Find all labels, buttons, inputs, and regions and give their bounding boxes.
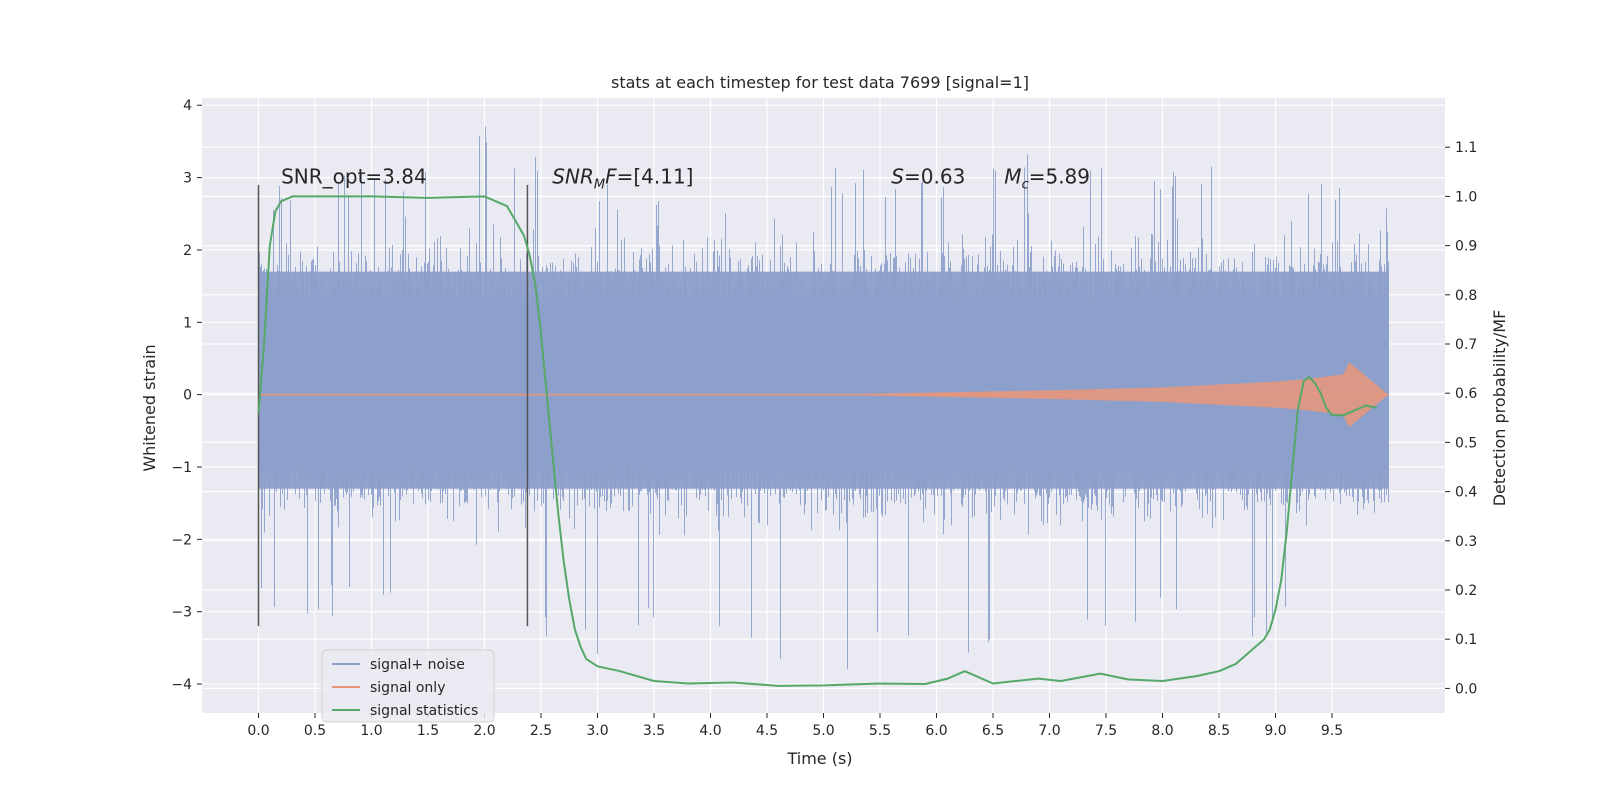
y-right-tick-label: 0.0 (1455, 681, 1477, 697)
x-tick-label: 4.5 (756, 723, 778, 739)
y-tick-label: 1 (183, 315, 192, 331)
x-tick-label: 6.0 (925, 723, 947, 739)
x-axis-label: Time (s) (786, 749, 852, 768)
x-tick-label: 9.5 (1321, 723, 1343, 739)
y-tick-label: −4 (171, 677, 192, 693)
y-axis-label-right: Detection probability/MF (1490, 310, 1509, 507)
chart-title: stats at each timestep for test data 769… (611, 73, 1029, 92)
legend-label: signal only (370, 680, 445, 696)
x-tick-label: 0.5 (304, 723, 326, 739)
series-signal-plus-noise (258, 126, 1389, 669)
y-right-tick-label: 1.1 (1455, 140, 1477, 156)
x-tick-label: 2.5 (530, 723, 552, 739)
legend-label: signal statistics (370, 703, 478, 719)
annotation: SNRMF=[4.11] (552, 165, 693, 193)
x-tick-label: 2.0 (473, 723, 495, 739)
x-tick-label: 8.0 (1151, 723, 1173, 739)
y-right-tick-label: 0.1 (1455, 632, 1477, 648)
y-right-tick-label: 0.3 (1455, 534, 1477, 550)
x-tick-label: 6.5 (982, 723, 1004, 739)
y-tick-label: −2 (171, 532, 192, 548)
legend-box (321, 649, 495, 723)
x-tick-label: 5.0 (812, 723, 834, 739)
y-right-tick-label: 0.9 (1455, 239, 1477, 255)
series-signal-only (258, 362, 1389, 427)
x-tick-label: 3.0 (586, 723, 608, 739)
y-tick-label: 0 (183, 388, 192, 404)
legend: signal+ noise signal only signal statistic… (321, 649, 495, 723)
annotations: SNR_opt=3.84 SNRMF=[4.11] S=0.63 Mc=5.89 (281, 165, 1090, 193)
y-tick-label: 4 (183, 98, 192, 114)
axis-ticks: 0.0 0.5 1.0 1.5 2.0 2.5 3.0 3.5 4.0 4.5 5.0 5.5 6.0 6… (171, 98, 1477, 739)
y-tick-label: −3 (171, 605, 192, 621)
x-tick-label: 1.5 (417, 723, 439, 739)
x-tick-label: 5.5 (869, 723, 891, 739)
legend-label: signal+ noise (370, 657, 465, 673)
x-tick-label: 0.0 (247, 723, 269, 739)
x-tick-label: 1.0 (360, 723, 382, 739)
y-right-tick-label: 0.5 (1455, 435, 1477, 451)
y-tick-label: −1 (171, 460, 192, 476)
y-tick-label: 2 (183, 243, 192, 259)
annotation: S=0.63 (891, 165, 965, 189)
series-signal-statistics (257, 195, 1378, 687)
y-right-tick-label: 0.8 (1455, 288, 1477, 304)
y-right-tick-label: 1.0 (1455, 189, 1477, 205)
x-tick-label: 9.0 (1264, 723, 1286, 739)
signal-statistics-line (257, 195, 1378, 687)
x-tick-label: 8.5 (1208, 723, 1230, 739)
annotation: Mc=5.89 (1004, 165, 1090, 193)
y-right-tick-label: 0.4 (1455, 485, 1477, 501)
y-right-tick-label: 0.2 (1455, 583, 1477, 599)
annotation: SNR_opt=3.84 (281, 165, 427, 189)
x-tick-label: 7.0 (1038, 723, 1060, 739)
x-tick-label: 7.5 (1095, 723, 1117, 739)
y-right-tick-label: 0.7 (1455, 337, 1477, 353)
x-tick-label: 3.5 (643, 723, 665, 739)
x-tick-label: 4.0 (699, 723, 721, 739)
y-right-tick-label: 0.6 (1455, 386, 1477, 402)
y-axis-label-left: Whitened strain (140, 344, 159, 471)
y-tick-label: 3 (183, 171, 192, 187)
